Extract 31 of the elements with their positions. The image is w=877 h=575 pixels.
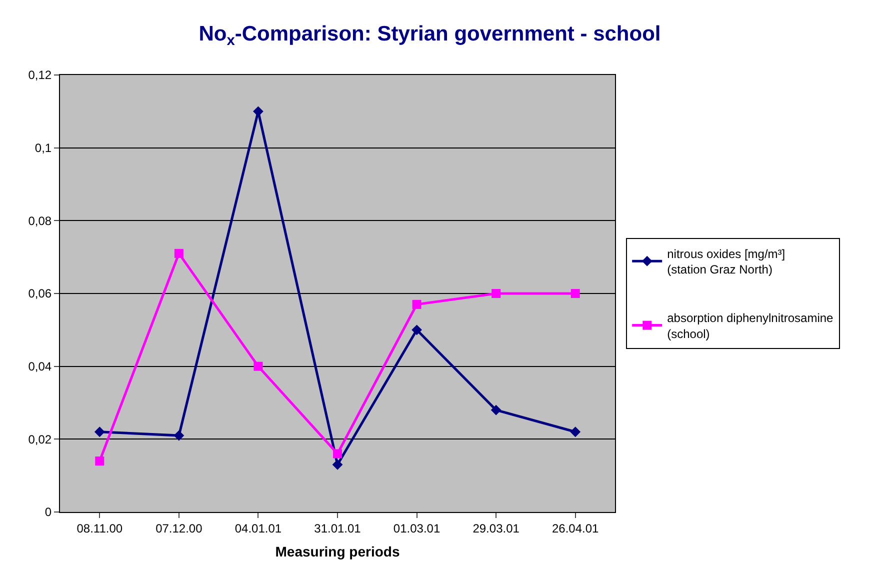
y-tick-label: 0,02 bbox=[28, 432, 52, 446]
x-tick-label: 29.03.01 bbox=[472, 521, 520, 536]
point bbox=[174, 430, 184, 441]
point bbox=[332, 459, 343, 470]
point bbox=[490, 404, 502, 416]
y-tick-label: 0,04 bbox=[28, 360, 52, 374]
point bbox=[254, 362, 263, 371]
point bbox=[412, 324, 422, 336]
x-tick-label: 08.11.00 bbox=[76, 521, 123, 536]
x-tick-label: 01.03.01 bbox=[393, 521, 440, 536]
legend-label: nitrous oxides [mg/m³] (station Graz North) bbox=[667, 246, 786, 277]
legend-label: absorption diphenylnitrosamine (school) bbox=[667, 311, 834, 341]
point bbox=[94, 426, 105, 438]
y-tick-label: 0,06 bbox=[28, 286, 52, 301]
x-tick-label: 26.04.01 bbox=[552, 521, 600, 536]
x-tick-label: 07.12.00 bbox=[156, 521, 203, 536]
point bbox=[333, 449, 342, 458]
point bbox=[174, 248, 184, 258]
point bbox=[412, 300, 422, 309]
x-tick-label: 31.01.01 bbox=[314, 521, 362, 536]
point bbox=[570, 289, 580, 298]
chart-title: No$_{x}$-Comparison: Styrian government - school bbox=[198, 22, 661, 49]
point bbox=[492, 289, 501, 298]
point bbox=[95, 456, 104, 466]
y-tick-label: 0,12 bbox=[28, 68, 52, 82]
point bbox=[570, 426, 581, 438]
x-tick-label: 04.01.01 bbox=[234, 521, 282, 536]
y-tick-label: 0 bbox=[44, 505, 52, 520]
x-axis-title: Measuring periods bbox=[275, 544, 400, 560]
y-tick-label: 0,08 bbox=[28, 214, 52, 228]
y-tick-label: 0,1 bbox=[34, 141, 52, 156]
